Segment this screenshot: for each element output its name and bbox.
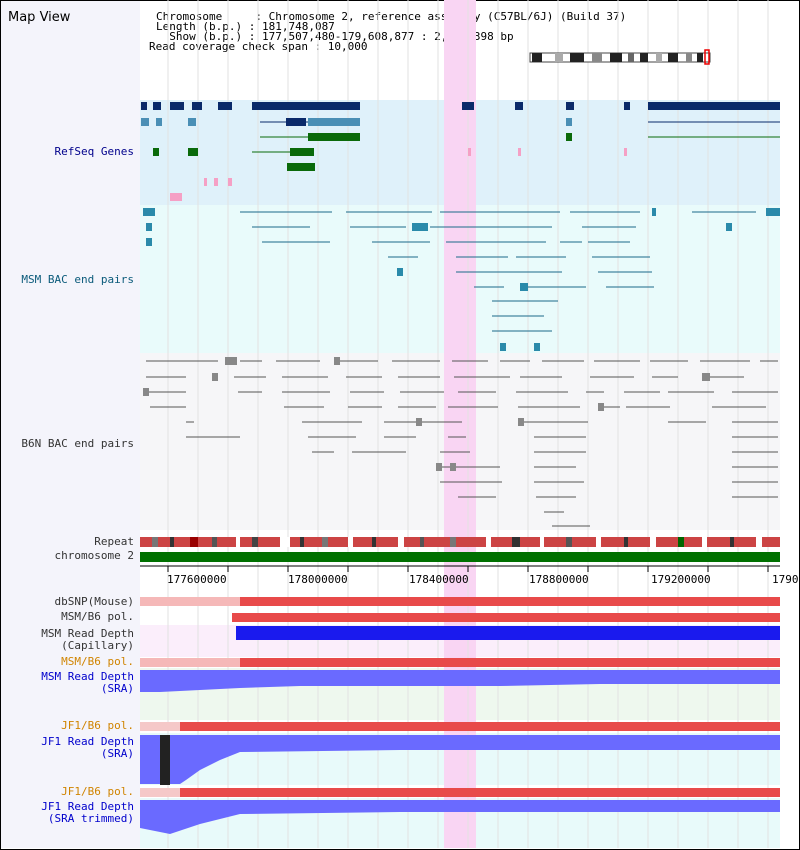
track-label-chromosome[interactable]: chromosome 2 xyxy=(54,549,134,562)
track-label-msm-bac[interactable]: MSM BAC end pairs xyxy=(21,273,134,286)
chromosome-bar xyxy=(140,552,780,562)
repeat-track xyxy=(140,537,780,547)
refseq-genes xyxy=(141,102,780,201)
track-label-msm-read-depth-cap[interactable]: MSM Read Depth xyxy=(41,627,134,640)
track-label-repeat[interactable]: Repeat xyxy=(94,535,134,548)
highlight-region xyxy=(444,0,476,848)
msm-read-depth-sra-bars xyxy=(140,670,780,692)
axis-tick-label: 178000000 xyxy=(288,573,348,586)
track-label-msm-b6-pol-2[interactable]: MSM/B6 pol. xyxy=(61,655,134,668)
track-label-jf1-read-depth-trim[interactable]: JF1 Read Depth xyxy=(41,800,134,813)
header-length: Length (b.p.) : 181,748,087 xyxy=(156,20,335,33)
axis-tick-label: 179200000 xyxy=(651,573,711,586)
msm-b6-pol1-track xyxy=(232,613,780,622)
dbsnp-track-light xyxy=(140,597,240,606)
jf1-b6-pol2-track xyxy=(180,788,780,797)
track-label-jf1-read-depth-sra-sub: (SRA) xyxy=(100,747,134,760)
position-axis xyxy=(140,565,780,572)
jf1-read-depth-sra-bars xyxy=(140,735,780,784)
chromosome-ideogram xyxy=(529,49,711,65)
track-label-jf1-read-depth-trim-sub: (SRA trimmed) xyxy=(47,812,134,825)
track-label-refseq[interactable]: RefSeq Genes xyxy=(54,145,134,158)
axis-tick-label: 178400000 xyxy=(409,573,469,586)
jf1-b6-pol2-light xyxy=(140,788,180,797)
track-label-jf1-b6-pol[interactable]: JF1/B6 pol. xyxy=(61,719,134,732)
track-label-msm-read-depth-sra-sub: (SRA) xyxy=(100,682,134,695)
track-label-panel xyxy=(1,1,140,848)
msm-read-depth-cap-bars xyxy=(236,626,780,640)
grid-lines xyxy=(167,0,769,848)
page-title: Map View xyxy=(8,10,71,25)
jf1-depth-peak xyxy=(160,735,170,785)
b6n-bac-pairs xyxy=(146,360,778,527)
track-label-jf1-b6-pol-2[interactable]: JF1/B6 pol. xyxy=(61,785,134,798)
b6n-bac-ends xyxy=(143,357,710,471)
jf1-b6-pol1-light xyxy=(140,722,180,731)
track-label-msm-read-depth-sra[interactable]: MSM Read Depth xyxy=(41,670,134,683)
jf1-read-depth-trim-bars xyxy=(140,800,780,834)
jf1-b6-pol1-track xyxy=(180,722,780,731)
msm-bac-ends xyxy=(143,208,780,351)
track-label-b6n-bac[interactable]: B6N BAC end pairs xyxy=(21,437,134,450)
msm-b6-pol2-light xyxy=(140,658,240,667)
msm-bac-pairs xyxy=(240,211,756,332)
axis-tick-label: 178800000 xyxy=(529,573,589,586)
dbsnp-track xyxy=(240,597,780,606)
track-label-jf1-read-depth-sra[interactable]: JF1 Read Depth xyxy=(41,735,134,748)
axis-tick-label: 1790 xyxy=(772,573,799,586)
msm-b6-pol2-track xyxy=(240,658,780,667)
track-label-dbsnp[interactable]: dbSNP(Mouse) xyxy=(54,595,134,608)
axis-tick-label: 177600000 xyxy=(167,573,227,586)
track-label-msm-read-depth-cap-sub: (Capillary) xyxy=(61,639,134,652)
track-label-msm-b6-pol[interactable]: MSM/B6 pol. xyxy=(61,610,134,623)
